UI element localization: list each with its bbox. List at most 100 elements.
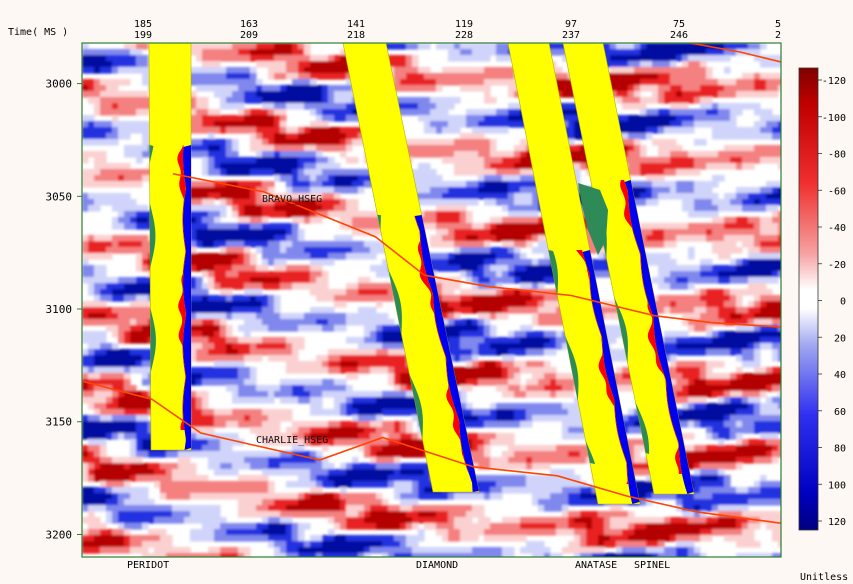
seismic-cell	[388, 295, 395, 302]
seismic-cell	[190, 241, 197, 248]
seismic-cell	[760, 289, 767, 296]
seismic-cell	[466, 349, 473, 356]
seismic-cell	[490, 145, 497, 152]
seismic-cell	[196, 199, 203, 206]
seismic-cell	[280, 343, 287, 350]
seismic-cell	[778, 325, 781, 332]
seismic-cell	[232, 43, 239, 50]
seismic-cell	[454, 127, 461, 134]
seismic-cell	[712, 265, 719, 272]
seismic-cell	[250, 205, 257, 212]
seismic-cell	[436, 73, 443, 80]
seismic-cell	[682, 127, 689, 134]
seismic-cell	[448, 97, 455, 104]
seismic-cell	[226, 307, 233, 314]
seismic-cell	[754, 145, 761, 152]
seismic-cell	[520, 205, 527, 212]
seismic-cell	[406, 73, 413, 80]
seismic-cell	[328, 127, 335, 134]
seismic-cell	[244, 193, 251, 200]
seismic-cell	[328, 205, 335, 212]
seismic-cell	[292, 145, 299, 152]
seismic-cell	[202, 325, 209, 332]
seismic-cell	[664, 79, 671, 86]
seismic-cell	[250, 127, 257, 134]
seismic-cell	[280, 85, 287, 92]
seismic-cell	[514, 91, 521, 98]
seismic-cell	[742, 343, 749, 350]
seismic-cell	[484, 241, 491, 248]
seismic-cell	[118, 169, 125, 176]
seismic-cell	[550, 301, 557, 308]
seismic-cell	[430, 187, 437, 194]
seismic-cell	[652, 163, 659, 170]
seismic-cell	[280, 283, 287, 290]
seismic-cell	[268, 187, 275, 194]
seismic-cell	[376, 313, 383, 320]
seismic-cell	[316, 193, 323, 200]
seismic-cell	[544, 247, 551, 254]
seismic-cell	[286, 235, 293, 242]
seismic-cell	[742, 349, 749, 356]
seismic-cell	[88, 199, 95, 206]
seismic-cell	[682, 199, 689, 206]
seismic-cell	[610, 43, 617, 50]
seismic-cell	[88, 289, 95, 296]
seismic-cell	[448, 115, 455, 122]
seismic-cell	[214, 301, 221, 308]
seismic-cell	[334, 199, 341, 206]
seismic-cell	[778, 151, 781, 158]
seismic-cell	[520, 301, 527, 308]
seismic-cell	[94, 271, 101, 278]
seismic-cell	[508, 289, 515, 296]
seismic-cell	[682, 349, 689, 356]
seismic-cell	[124, 109, 131, 116]
seismic-cell	[694, 115, 701, 122]
seismic-cell	[418, 43, 425, 50]
seismic-cell	[700, 277, 707, 284]
seismic-cell	[400, 85, 407, 92]
seismic-cell	[238, 241, 245, 248]
seismic-cell	[100, 301, 107, 308]
seismic-cell	[286, 343, 293, 350]
seismic-cell	[706, 361, 713, 368]
seismic-cell	[736, 133, 743, 140]
seismic-cell	[772, 211, 779, 218]
seismic-cell	[718, 127, 725, 134]
seismic-cell	[130, 361, 137, 368]
seismic-cell	[502, 49, 509, 56]
seismic-cell	[304, 133, 311, 140]
seismic-cell	[202, 205, 209, 212]
seismic-cell	[526, 217, 533, 224]
seismic-cell	[676, 151, 683, 158]
seismic-cell	[142, 247, 149, 254]
seismic-cell	[124, 79, 131, 86]
seismic-cell	[688, 61, 695, 68]
seismic-cell	[196, 217, 203, 224]
seismic-cell	[250, 277, 257, 284]
seismic-cell	[514, 265, 521, 272]
seismic-cell	[316, 145, 323, 152]
seismic-cell	[550, 289, 557, 296]
seismic-cell	[340, 205, 347, 212]
seismic-cell	[766, 325, 773, 332]
seismic-cell	[352, 349, 359, 356]
seismic-cell	[670, 67, 677, 74]
seismic-cell	[508, 331, 515, 338]
seismic-cell	[658, 187, 665, 194]
seismic-cell	[496, 283, 503, 290]
seismic-cell	[478, 307, 485, 314]
seismic-cell	[460, 121, 467, 128]
seismic-cell	[202, 343, 209, 350]
seismic-cell	[460, 181, 467, 188]
seismic-cell	[100, 61, 107, 68]
seismic-cell	[748, 49, 755, 56]
seismic-cell	[298, 97, 305, 104]
seismic-cell	[274, 319, 281, 326]
seismic-cell	[496, 217, 503, 224]
seismic-cell	[226, 325, 233, 332]
seismic-cell	[328, 247, 335, 254]
seismic-cell	[760, 115, 767, 122]
seismic-cell	[442, 283, 449, 290]
seismic-cell	[226, 163, 233, 170]
